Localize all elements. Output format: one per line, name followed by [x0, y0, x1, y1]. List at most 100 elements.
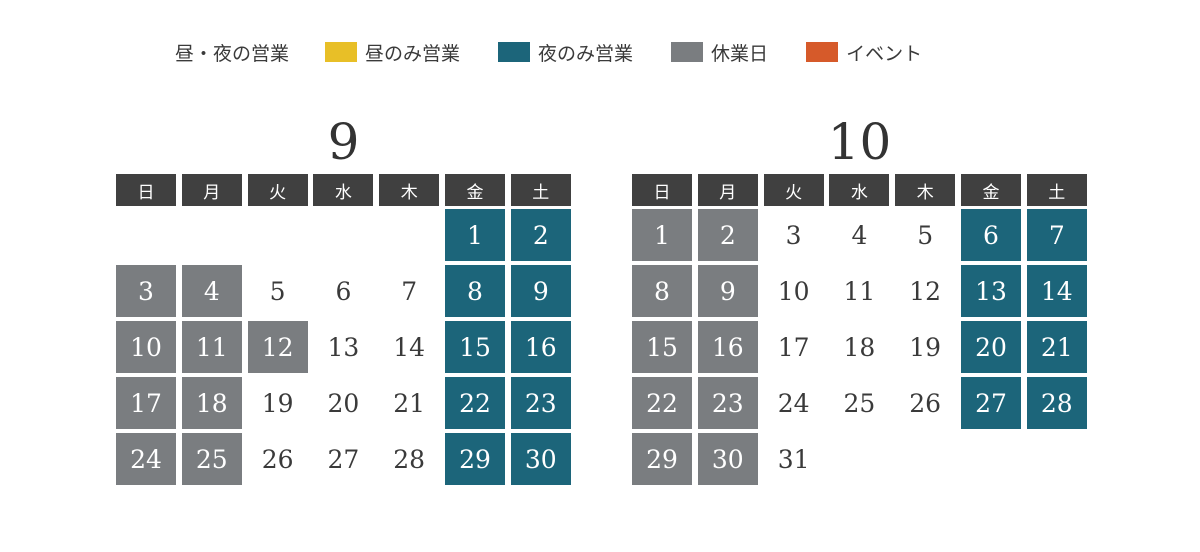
- day-cell: 6: [335, 276, 352, 306]
- day-cell: 28: [1026, 377, 1087, 429]
- yellow-swatch: [325, 42, 358, 62]
- orange-swatch: [806, 42, 839, 62]
- day-cell: 14: [393, 332, 426, 362]
- day-cell: 17: [116, 377, 176, 429]
- weekday-cell: 日: [632, 174, 692, 206]
- day-cell: 30: [697, 433, 758, 485]
- day-cell: 8: [632, 265, 692, 317]
- day-cell: 3: [116, 265, 176, 317]
- empty-cell: [182, 209, 242, 261]
- day-cell: 6: [960, 209, 1021, 261]
- legend-label: 昼のみ営業: [365, 42, 461, 65]
- day-cell: 21: [393, 388, 426, 418]
- day-cell: 26: [261, 444, 294, 474]
- day-cell: 15: [444, 321, 505, 373]
- teal-swatch: [498, 42, 531, 62]
- weekday-cell: 月: [697, 174, 758, 206]
- day-cell: 12: [247, 321, 308, 373]
- month-title: 10: [827, 113, 892, 171]
- day-cell: 22: [444, 377, 505, 429]
- legend-label: 休業日: [711, 42, 769, 65]
- day-cell: 24: [777, 388, 810, 418]
- day-cell: 19: [261, 388, 294, 418]
- day-cell: 11: [181, 321, 242, 373]
- day-cell: 13: [960, 265, 1021, 317]
- day-grid: 1 2 3 4 5 6 7 8 9 10 11 12 13 14 15 16 17 18 19 20 21 22 23 24 2…: [632, 209, 1087, 485]
- weekday-cell: 金: [960, 174, 1021, 206]
- legend-item: 休業日: [671, 39, 768, 66]
- day-cell: 11: [843, 276, 876, 306]
- day-cell: 18: [181, 377, 242, 429]
- day-cell: 7: [401, 276, 418, 306]
- legend-label: 昼・夜の営業: [175, 42, 290, 65]
- empty-cell: [379, 209, 439, 261]
- month-title: 9: [327, 113, 360, 171]
- legend-item: 昼のみ営業: [325, 39, 460, 66]
- legend: 昼・夜の営業 昼のみ営業 夜のみ営業 休業日 イベント: [175, 38, 960, 66]
- empty-cell: [248, 209, 308, 261]
- day-cell: 5: [269, 276, 286, 306]
- day-cell: 30: [510, 433, 571, 485]
- day-cell: 27: [960, 377, 1021, 429]
- day-cell: 10: [777, 276, 810, 306]
- day-cell: 4: [851, 220, 868, 250]
- day-cell: 2: [510, 209, 571, 261]
- day-cell: 12: [909, 276, 942, 306]
- day-cell: 22: [632, 377, 692, 429]
- day-cell: 2: [697, 209, 758, 261]
- day-cell: 24: [116, 433, 176, 485]
- day-cell: 1: [444, 209, 505, 261]
- day-cell: 7: [1026, 209, 1087, 261]
- day-cell: 9: [510, 265, 571, 317]
- day-cell: 15: [632, 321, 692, 373]
- legend-label: イベント: [846, 42, 923, 65]
- legend-label: 夜のみ営業: [538, 42, 634, 65]
- weekday-cell: 水: [829, 174, 890, 206]
- day-cell: 14: [1026, 265, 1087, 317]
- day-cell: 28: [393, 444, 426, 474]
- day-cell: 8: [444, 265, 505, 317]
- weekday-cell: 火: [763, 174, 824, 206]
- day-cell: 18: [843, 332, 876, 362]
- day-grid: 1 2 3 4 5 6 7 8 9 10 11 12 13 14 15 16 17 18 19 20 21 22 23 24 2…: [116, 209, 571, 485]
- day-cell: 25: [843, 388, 876, 418]
- day-cell: 1: [632, 209, 692, 261]
- weekday-cell: 土: [1026, 174, 1087, 206]
- weekday-header: 日月火水木金土: [116, 174, 571, 206]
- empty-cell: [116, 209, 176, 261]
- weekday-cell: 日: [116, 174, 176, 206]
- calendar-october: 10 日月火水木金土 1 2 3 4 5 6 7 8 9 10 11 12 13 14 15 16 17 18 19…: [632, 112, 1087, 485]
- day-cell: 3: [785, 220, 802, 250]
- calendar-september: 9 日月火水木金土 1 2 3 4 5 6 7 8 9 10 11 12 13 14 15 16 17 18 19 2…: [116, 112, 571, 485]
- legend-item: イベント: [806, 39, 922, 66]
- day-cell: 21: [1026, 321, 1087, 373]
- legend-item: 夜のみ営業: [498, 39, 633, 66]
- day-cell: 16: [697, 321, 758, 373]
- day-cell: 26: [909, 388, 942, 418]
- day-cell: 13: [327, 332, 360, 362]
- day-cell: 31: [777, 444, 810, 474]
- day-cell: 23: [697, 377, 758, 429]
- day-cell: 16: [510, 321, 571, 373]
- day-cell: 29: [632, 433, 692, 485]
- day-cell: 10: [116, 321, 176, 373]
- day-cell: 19: [909, 332, 942, 362]
- day-cell: 29: [444, 433, 505, 485]
- weekday-cell: 水: [313, 174, 374, 206]
- legend-item: 昼・夜の営業: [175, 39, 289, 66]
- empty-cell: [313, 209, 373, 261]
- day-cell: 20: [960, 321, 1021, 373]
- weekday-cell: 木: [895, 174, 956, 206]
- day-cell: 25: [181, 433, 242, 485]
- day-cell: 20: [327, 388, 360, 418]
- gray-swatch: [671, 42, 704, 62]
- day-cell: 17: [777, 332, 810, 362]
- weekday-cell: 土: [510, 174, 571, 206]
- day-cell: 4: [181, 265, 242, 317]
- weekday-cell: 木: [379, 174, 440, 206]
- weekday-cell: 金: [444, 174, 505, 206]
- weekday-cell: 月: [181, 174, 242, 206]
- weekday-header: 日月火水木金土: [632, 174, 1087, 206]
- day-cell: 9: [697, 265, 758, 317]
- day-cell: 23: [510, 377, 571, 429]
